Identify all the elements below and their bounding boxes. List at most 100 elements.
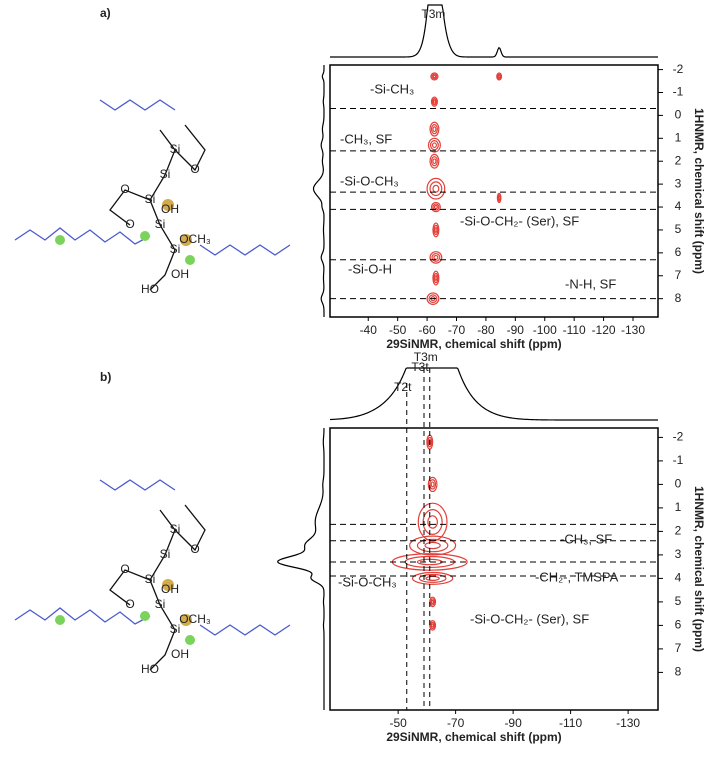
atom-label: HO xyxy=(141,282,159,296)
atom-label: Si xyxy=(170,142,181,156)
y-tick-label: 2 xyxy=(675,153,682,167)
contour xyxy=(433,204,438,210)
atom-label: O xyxy=(120,182,129,196)
contour xyxy=(430,621,436,630)
siloxane xyxy=(149,509,176,671)
top-projection xyxy=(330,4,658,58)
atom-label: Si xyxy=(160,167,171,181)
contour xyxy=(428,294,438,304)
atom-label: Si xyxy=(155,597,166,611)
peak-label: T3m xyxy=(421,7,445,21)
atom-label: O xyxy=(120,562,129,576)
annotation: -CH₃, SF xyxy=(560,531,612,546)
contour xyxy=(431,623,435,628)
annotation: -Si-O-CH₂- (Ser), SF xyxy=(460,213,579,228)
contour xyxy=(432,184,440,193)
y-tick-label: 7 xyxy=(675,268,682,282)
annotation: -Si-O-CH₂- (Ser), SF xyxy=(470,611,589,626)
y-tick-label: 6 xyxy=(675,618,682,632)
siloxane xyxy=(174,124,206,172)
contour xyxy=(496,73,502,80)
y-tick-label: 2 xyxy=(675,524,682,538)
y-tick-label: -1 xyxy=(673,85,684,99)
panel-label: a) xyxy=(100,6,111,20)
x-tick-label: -70 xyxy=(447,716,465,730)
y-tick-label: 0 xyxy=(675,477,682,491)
x-tick-label: -50 xyxy=(389,716,407,730)
contour xyxy=(431,142,437,149)
contour xyxy=(496,192,502,204)
contour xyxy=(432,74,437,79)
y-axis-label: 1HNMR, chemical shift (ppm) xyxy=(692,108,706,274)
atom-label: Si xyxy=(170,242,181,256)
contour xyxy=(429,251,443,264)
contour xyxy=(425,575,440,581)
contour xyxy=(431,73,438,80)
x-tick-label: -90 xyxy=(507,323,525,337)
y-tick-label: -1 xyxy=(673,453,684,467)
siloxane xyxy=(149,129,176,291)
contour xyxy=(422,508,443,536)
contour xyxy=(430,156,438,167)
contour xyxy=(430,124,438,135)
y-tick-label: 3 xyxy=(675,547,682,561)
annotation: -Si-O-CH₃ xyxy=(338,574,397,589)
contour xyxy=(432,222,440,238)
y-tick-label: 4 xyxy=(675,199,682,213)
annotation: -CH₃, SF xyxy=(340,131,392,146)
contour xyxy=(426,177,446,200)
peptide-chain xyxy=(14,227,151,245)
y-tick-label: 5 xyxy=(675,222,682,236)
contour xyxy=(432,126,437,133)
peak-label: T3t xyxy=(411,360,429,374)
contour xyxy=(426,292,440,306)
contour xyxy=(434,275,438,281)
x-tick-label: -50 xyxy=(389,323,407,337)
contour xyxy=(427,137,441,153)
x-tick-label: -100 xyxy=(533,323,557,337)
x-tick-label: -130 xyxy=(616,716,640,730)
gold-site xyxy=(180,234,192,246)
contour xyxy=(416,538,449,553)
atom-label: Si xyxy=(145,572,156,586)
green-site xyxy=(185,635,195,645)
contour xyxy=(431,253,441,262)
x-tick-label: -130 xyxy=(621,323,645,337)
contour xyxy=(431,98,437,106)
annotation: -N-H, SF xyxy=(565,276,616,291)
atom-label: Si xyxy=(160,547,171,561)
contour xyxy=(427,476,438,493)
atom-label: OH xyxy=(161,202,179,216)
contour xyxy=(496,72,503,81)
contour xyxy=(427,436,433,448)
top-projection xyxy=(329,367,658,421)
x-tick-label: -120 xyxy=(592,323,616,337)
atom-label: HO xyxy=(141,662,159,676)
contour xyxy=(430,201,441,213)
left-projection xyxy=(277,427,325,710)
left-projection xyxy=(312,65,325,317)
y-tick-label: 1 xyxy=(675,500,682,514)
gold-site xyxy=(180,614,192,626)
x-axis-label: 29SiNMR, chemical shift (ppm) xyxy=(386,337,561,351)
annotation: -Si-CH₃ xyxy=(370,81,414,96)
y-tick-label: 4 xyxy=(675,571,682,585)
y-tick-label: 3 xyxy=(675,176,682,190)
y-tick-label: 5 xyxy=(675,594,682,608)
peak-label: T3m xyxy=(414,350,438,364)
contour xyxy=(433,254,439,260)
contour xyxy=(497,195,501,200)
x-tick-label: -80 xyxy=(477,323,495,337)
contour xyxy=(432,158,437,165)
y-tick-label: 7 xyxy=(675,641,682,655)
atom-label: Si xyxy=(170,522,181,536)
green-site xyxy=(55,615,65,625)
peptide-chain xyxy=(199,244,291,256)
contour xyxy=(430,96,438,107)
contour xyxy=(429,121,440,137)
contour xyxy=(497,74,501,79)
contour xyxy=(432,270,440,286)
peptide-chain xyxy=(99,99,176,111)
contour xyxy=(430,598,436,606)
